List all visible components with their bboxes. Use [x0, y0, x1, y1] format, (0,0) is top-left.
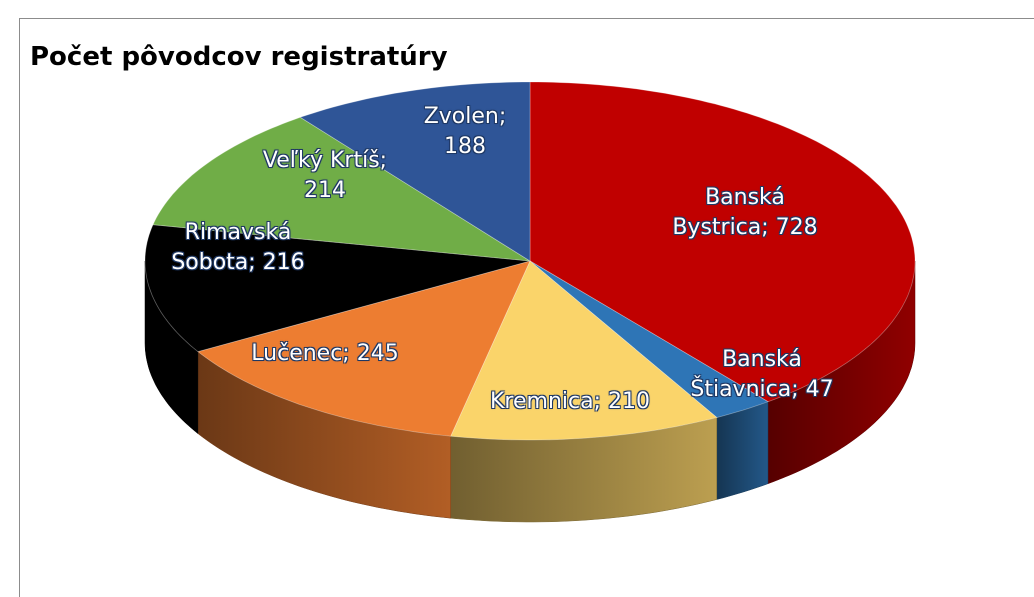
slice — [299, 81, 531, 262]
slice — [529, 81, 916, 403]
slice — [529, 260, 769, 418]
chart-title: Počet pôvodcov registratúry — [30, 42, 448, 72]
slice — [197, 260, 531, 437]
data-label: Rimavská Sobota; 216 — [171, 220, 305, 275]
data-label: Banská Štiavnica; 47 — [690, 347, 834, 402]
data-label: Veľký Krtíš; 214 — [262, 148, 388, 203]
slice — [144, 224, 531, 353]
data-label: Zvolen; 188 — [423, 104, 507, 159]
slice — [450, 260, 718, 441]
slice-side — [144, 260, 199, 435]
slice-side — [716, 401, 769, 500]
data-label: Lučenec; 245 — [251, 341, 399, 366]
data-label: Kremnica; 210 — [490, 389, 650, 414]
data-label: Banská Bystrica; 728 — [672, 185, 818, 240]
slice — [152, 116, 531, 262]
